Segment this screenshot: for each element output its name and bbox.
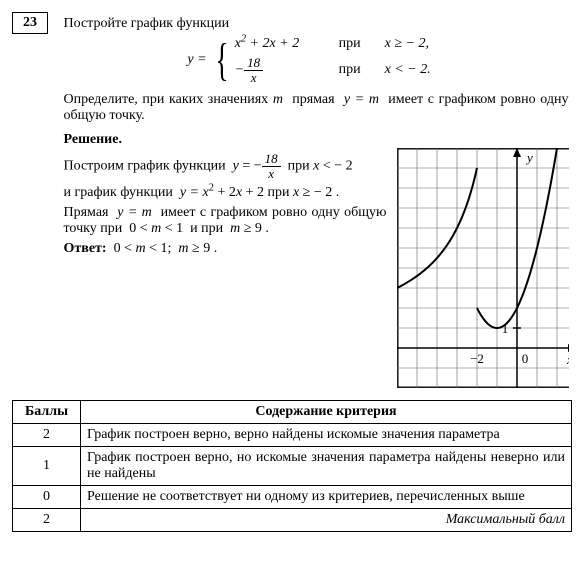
solution-heading: Решение.: [64, 132, 569, 148]
solution-line-1: Построим график функции y = −18x при x <…: [64, 152, 387, 180]
problem-question: Определите, при каких значениях m прямая…: [64, 92, 569, 124]
criteria-table: Баллы Содержание критерия 2График постро…: [12, 400, 572, 532]
criteria-header-row: Баллы Содержание критерия: [13, 401, 572, 424]
solution-line-2: и график функции y = x2 + 2x + 2 при x ≥…: [64, 185, 387, 201]
solution-text: Построим график функции y = −18x при x <…: [64, 148, 387, 260]
solution-answer: Ответ: 0 < m < 1; m ≥ 9 .: [64, 241, 387, 257]
criteria-row: 1График построен верно, но искомые значе…: [13, 447, 572, 486]
solution-line-3: Прямая y = m имеет с графиком ровно одну…: [64, 205, 387, 237]
formula-lhs: y =: [187, 52, 206, 68]
svg-text:x: x: [566, 352, 569, 367]
criteria-max-row: 2Максимальный балл: [13, 509, 572, 532]
piecewise-formula: y = { x2 + 2x + 2приx ≥ − 2, −18xприx < −…: [64, 36, 569, 84]
criteria-header-desc: Содержание критерия: [81, 401, 572, 424]
svg-text:0: 0: [521, 351, 528, 366]
svg-text:1: 1: [501, 321, 508, 336]
criteria-row: 0Решение не соответствует ни одному из к…: [13, 486, 572, 509]
svg-text:−2: −2: [470, 351, 484, 366]
svg-text:y: y: [525, 150, 533, 165]
problem-intro: Постройте график функции: [64, 16, 569, 32]
piecewise-case: −18xприx < − 2.: [235, 56, 445, 84]
function-graph: 1 −2 0 x y: [397, 148, 569, 388]
piecewise-case: x2 + 2x + 2приx ≥ − 2,: [235, 36, 445, 52]
answer-label: Ответ:: [64, 241, 107, 256]
answer-value: 0 < m < 1; m ≥ 9 .: [114, 241, 218, 256]
task-number-box: 23: [12, 12, 48, 34]
criteria-row: 2График построен верно, верно найдены ис…: [13, 424, 572, 447]
left-brace: {: [215, 40, 228, 80]
problem-body: Постройте график функции y = { x2 + 2x +…: [64, 12, 569, 388]
criteria-header-points: Баллы: [13, 401, 81, 424]
